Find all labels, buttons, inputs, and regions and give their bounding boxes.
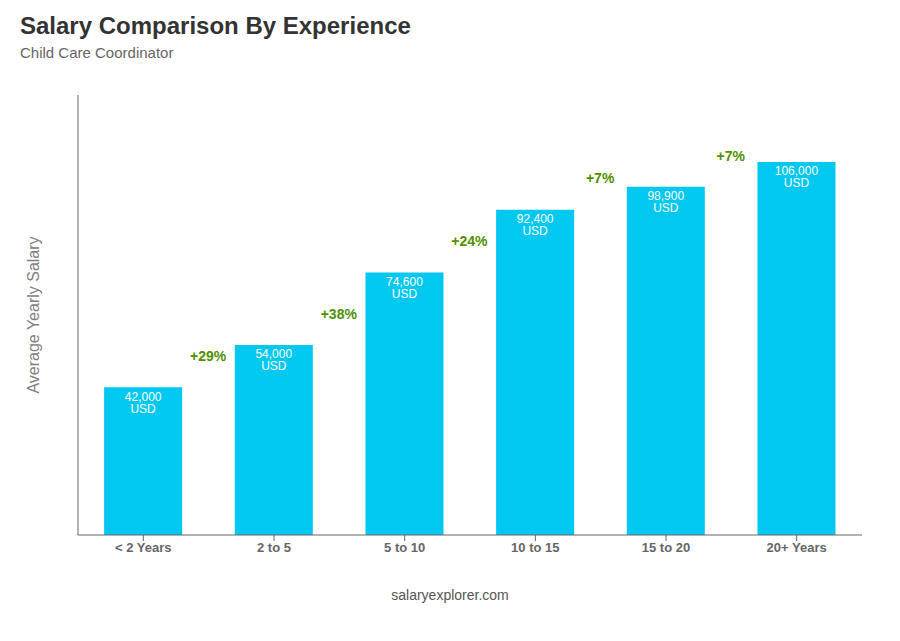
svg-text:+24%: +24% [451, 233, 488, 249]
svg-text:106,000USD: 106,000USD [775, 164, 819, 190]
svg-text:2 to 5: 2 to 5 [257, 540, 291, 555]
svg-text:15 to 20: 15 to 20 [642, 540, 690, 555]
html-text:Salary Comparison By Experienc: Salary Comparison By Experience [20, 12, 411, 39]
svg-text:92,400USD: 92,400USD [517, 212, 554, 238]
svg-text:Average Yearly Salary: Average Yearly Salary [25, 236, 42, 393]
svg-text:20+ Years: 20+ Years [767, 540, 827, 555]
svg-text:98,900USD: 98,900USD [647, 189, 684, 215]
html-text:salaryexplorer.com: salaryexplorer.com [391, 587, 509, 603]
svg-text:+29%: +29% [190, 348, 227, 364]
svg-text:10 to 15: 10 to 15 [511, 540, 559, 555]
svg-text:< 2 Years: < 2 Years [115, 540, 172, 555]
svg-text:+7%: +7% [717, 148, 746, 164]
html-text:Child Care Coordinator: Child Care Coordinator [20, 44, 174, 61]
svg-text:42,000USD: 42,000USD [125, 390, 162, 416]
svg-text:5 to 10: 5 to 10 [384, 540, 425, 555]
svg-text:54,000USD: 54,000USD [255, 347, 292, 373]
svg-text:+7%: +7% [586, 170, 615, 186]
svg-text:+38%: +38% [321, 306, 358, 322]
svg-text:74,600USD: 74,600USD [386, 275, 423, 301]
